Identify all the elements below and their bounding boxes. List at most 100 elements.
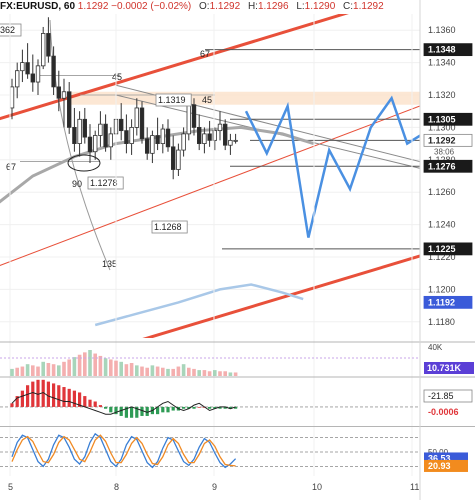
volume-bar bbox=[98, 355, 103, 376]
candle-body bbox=[139, 107, 145, 140]
macd-bar bbox=[145, 406, 149, 416]
x-tick-label: 10 bbox=[312, 482, 322, 492]
volume-bar bbox=[41, 361, 45, 376]
candle-body bbox=[25, 62, 30, 75]
candle-body bbox=[212, 130, 217, 141]
symbol-label[interactable]: FX:EURUSD, 60 bbox=[0, 1, 76, 12]
volume-bar bbox=[155, 366, 160, 376]
annotation-label: 1.1278 bbox=[90, 178, 118, 188]
volume-bar bbox=[57, 365, 61, 376]
candle-body bbox=[41, 33, 46, 67]
macd-bar bbox=[124, 406, 128, 418]
open-label: O: bbox=[199, 1, 210, 12]
volume-bar bbox=[119, 361, 123, 376]
volume-bar bbox=[161, 367, 165, 376]
candle-body bbox=[228, 139, 233, 146]
annotation-label: 135 bbox=[102, 259, 117, 269]
candle-body bbox=[207, 133, 212, 141]
candle-body bbox=[217, 123, 223, 132]
volume-bar bbox=[72, 357, 77, 376]
last-price: 1.1292 bbox=[77, 1, 109, 12]
candle-body bbox=[134, 107, 139, 128]
volume-bar bbox=[181, 364, 186, 376]
volume-bar bbox=[15, 367, 19, 376]
volume-bar bbox=[197, 370, 201, 376]
macd-bar bbox=[10, 403, 14, 407]
macd-bar bbox=[208, 406, 212, 409]
price-tick-label: 1.1280 bbox=[428, 155, 456, 165]
volume-bar bbox=[25, 364, 30, 376]
volume-bar bbox=[213, 370, 217, 376]
candle-body bbox=[98, 123, 103, 136]
volume-tag-label: 10.731K bbox=[427, 363, 462, 373]
macd-bar bbox=[114, 406, 118, 415]
x-tick-label: 5 bbox=[8, 482, 13, 492]
macd-bar bbox=[72, 390, 76, 407]
annotation-label: 67 bbox=[6, 162, 16, 172]
price-tag bbox=[423, 159, 473, 173]
candle-body bbox=[108, 133, 113, 148]
candle-body bbox=[46, 33, 51, 57]
x-tick-label: 9 bbox=[212, 482, 217, 492]
cycle-arc bbox=[49, 19, 111, 271]
macd-tag-label: -21.85 bbox=[428, 391, 454, 401]
stoch-tag-label: 20.93 bbox=[428, 461, 451, 471]
macd-bar bbox=[88, 399, 92, 407]
annotation-label: 45 bbox=[202, 95, 212, 105]
macd-bar bbox=[197, 406, 201, 408]
macd-bar bbox=[109, 406, 113, 413]
annotation-label: 90 bbox=[72, 179, 82, 189]
candle-body bbox=[72, 127, 77, 145]
candle-body bbox=[56, 86, 61, 99]
candle-body bbox=[191, 104, 197, 128]
candle-body bbox=[181, 133, 186, 151]
candle-body bbox=[9, 86, 15, 109]
price-tag-label: 1.1225 bbox=[428, 244, 456, 254]
annotation-label: 1.1268 bbox=[154, 222, 182, 232]
low-value: 1.1290 bbox=[304, 1, 336, 12]
annotation-label: 45 bbox=[112, 72, 122, 82]
close-value: 1.1292 bbox=[353, 1, 384, 12]
macd-bar bbox=[135, 406, 139, 418]
candle-body bbox=[186, 104, 191, 135]
annotation-label: 1.1319 bbox=[158, 95, 186, 105]
volume-bar bbox=[67, 359, 71, 376]
price-tag-label: 1.1276 bbox=[428, 161, 456, 171]
macd-bar bbox=[218, 406, 222, 409]
volume-bar bbox=[145, 367, 149, 376]
stoch-tag-label: 36.53 bbox=[428, 453, 451, 463]
ma-blue-line bbox=[94, 283, 304, 327]
macd-bar bbox=[192, 406, 196, 409]
main-pane: 362 67 45 1.1319 45 67 90 1.1278 1.1268 135 bbox=[0, 14, 420, 338]
macd-bar bbox=[36, 379, 40, 407]
price-tick-label: 1.1240 bbox=[428, 220, 456, 230]
price-tick-label: 1.1180 bbox=[428, 317, 455, 327]
low-circle bbox=[67, 154, 101, 172]
candle-body bbox=[150, 135, 155, 154]
volume-bar bbox=[150, 365, 155, 376]
volume-bar bbox=[31, 365, 35, 376]
volume-bar bbox=[140, 366, 144, 376]
price-tag-label: 1.1292 bbox=[428, 135, 456, 145]
candle-body bbox=[160, 128, 165, 145]
macd-bar bbox=[31, 381, 35, 407]
low-label: L: bbox=[296, 1, 305, 12]
price-tag-label: 1.1305 bbox=[428, 114, 456, 124]
volume-bar bbox=[187, 367, 191, 376]
candle-body bbox=[51, 55, 56, 88]
macd-bar bbox=[78, 392, 82, 407]
macd-bar bbox=[182, 406, 186, 409]
candle-body bbox=[202, 133, 207, 145]
candle-body bbox=[165, 128, 171, 148]
x-tick-label: 8 bbox=[114, 482, 119, 492]
volume-bar bbox=[129, 363, 134, 376]
volume-bar bbox=[93, 353, 97, 376]
volume-bar bbox=[77, 354, 82, 376]
annotation-box bbox=[151, 220, 188, 234]
macd-bar bbox=[234, 406, 238, 409]
candle-body bbox=[67, 91, 72, 128]
price-tag bbox=[423, 295, 473, 309]
macd-bar bbox=[83, 396, 87, 407]
